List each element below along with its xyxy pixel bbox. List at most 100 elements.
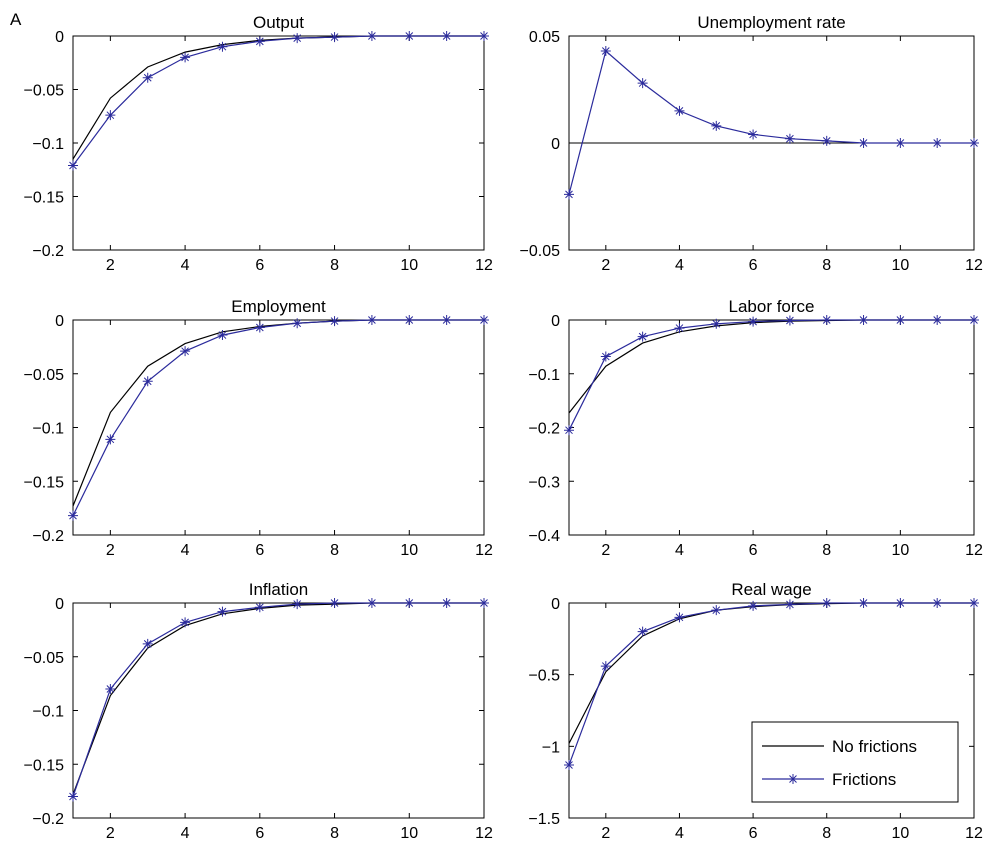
- y-tick-label: −0.2: [32, 811, 64, 828]
- y-tick-label: −1: [542, 739, 560, 756]
- x-tick-label: 6: [255, 257, 264, 274]
- data-point-frictions: [858, 598, 869, 608]
- x-tick-label: 6: [749, 257, 758, 274]
- data-point-frictions: [637, 626, 648, 637]
- subplot-title: Employment: [231, 297, 326, 316]
- x-tick-label: 4: [675, 257, 684, 274]
- data-point-frictions: [366, 31, 377, 41]
- subplot-4: Labor force 2 4 6 8 10 12 −0.4 −0.3 −0.2 −0.1 0: [528, 297, 983, 559]
- data-point-frictions: [969, 138, 979, 148]
- y-tick-label: 0: [551, 136, 560, 153]
- data-point-frictions: [217, 41, 228, 52]
- series-line-no-frictions: [72, 602, 484, 795]
- x-tick-label: 6: [749, 542, 758, 559]
- plot-frame: [72, 602, 485, 819]
- y-tick-label: −0.2: [528, 421, 560, 438]
- data-point-frictions: [254, 322, 265, 333]
- y-tick-label: −0.1: [32, 136, 64, 153]
- x-tick-label: 8: [330, 542, 339, 559]
- data-point-frictions: [784, 315, 795, 326]
- data-point-frictions: [292, 33, 303, 44]
- x-tick-label: 10: [891, 825, 909, 842]
- data-point-frictions: [366, 598, 377, 608]
- series-line-frictions: [72, 319, 484, 516]
- data-point-frictions: [969, 315, 979, 325]
- y-tick-label: −0.1: [32, 421, 64, 438]
- x-tick-label: 12: [965, 257, 983, 274]
- legend-box: [751, 721, 959, 803]
- data-point-frictions: [674, 323, 685, 334]
- series-line-frictions: [568, 319, 974, 431]
- subplot-title: Real wage: [731, 580, 811, 599]
- x-tick-label: 8: [822, 257, 831, 274]
- data-point-frictions: [441, 315, 452, 325]
- data-point-frictions: [479, 598, 489, 608]
- data-point-frictions: [674, 105, 685, 116]
- y-tick-label: 0: [551, 313, 560, 330]
- data-point-frictions: [600, 661, 611, 672]
- x-tick-label: 12: [475, 257, 493, 274]
- plot-frame: [568, 319, 975, 536]
- subplot-title: Unemployment rate: [697, 13, 845, 32]
- x-tick-label: 4: [675, 542, 684, 559]
- data-point-frictions: [895, 315, 906, 325]
- y-tick-label: −0.2: [32, 243, 64, 260]
- series-line-frictions: [72, 35, 484, 166]
- subplot-title: Inflation: [249, 580, 309, 599]
- figure-panel-label: A: [10, 10, 22, 29]
- subplot-1: Output 2 4 6 8 10 12 −0.2 −0.15 −0.1 −0.05 0: [24, 13, 493, 274]
- x-tick-label: 8: [822, 542, 831, 559]
- x-tick-label: 2: [106, 542, 115, 559]
- legend-label-no-frictions: No frictions: [832, 737, 917, 756]
- x-tick-label: 10: [400, 542, 418, 559]
- x-tick-label: 4: [181, 257, 190, 274]
- x-tick-label: 12: [475, 542, 493, 559]
- data-point-frictions: [329, 32, 340, 43]
- data-point-frictions: [105, 684, 116, 694]
- x-tick-label: 12: [965, 825, 983, 842]
- x-tick-label: 10: [891, 542, 909, 559]
- plot-frame: [568, 602, 975, 819]
- x-tick-label: 8: [330, 825, 339, 842]
- data-point-frictions: [180, 617, 191, 628]
- y-tick-label: −0.15: [24, 757, 65, 774]
- x-tick-label: 4: [675, 825, 684, 842]
- data-point-frictions: [68, 160, 78, 171]
- data-point-frictions: [932, 138, 943, 148]
- y-tick-label: 0: [55, 29, 64, 46]
- x-tick-label: 8: [822, 825, 831, 842]
- data-point-frictions: [821, 135, 832, 146]
- data-point-frictions: [711, 120, 722, 131]
- data-point-frictions: [711, 605, 722, 616]
- y-tick-label: −0.1: [528, 367, 560, 384]
- data-point-frictions: [600, 351, 611, 362]
- data-point-frictions: [637, 331, 648, 342]
- subplot-title: Labor force: [729, 297, 815, 316]
- x-tick-label: 6: [255, 825, 264, 842]
- data-point-frictions: [479, 315, 489, 325]
- data-point-frictions: [292, 318, 303, 329]
- y-tick-label: −0.15: [24, 474, 65, 491]
- data-point-frictions: [858, 138, 869, 148]
- x-tick-label: 10: [400, 825, 418, 842]
- data-point-frictions: [674, 612, 685, 623]
- y-tick-label: −0.2: [32, 528, 64, 545]
- y-tick-label: −0.05: [520, 243, 561, 260]
- y-tick-label: −0.3: [528, 474, 560, 491]
- data-point-frictions: [564, 759, 574, 770]
- x-tick-label: 2: [106, 825, 115, 842]
- data-point-frictions: [142, 376, 153, 387]
- data-point-frictions: [600, 45, 611, 56]
- data-point-frictions: [637, 78, 648, 89]
- data-point-frictions: [858, 315, 869, 325]
- y-tick-label: 0.05: [529, 29, 560, 46]
- x-tick-label: 6: [749, 825, 758, 842]
- y-tick-label: −0.05: [24, 650, 65, 667]
- x-tick-label: 4: [181, 542, 190, 559]
- y-tick-label: −0.15: [24, 190, 65, 207]
- data-point-frictions: [748, 600, 759, 611]
- data-point-frictions: [784, 599, 795, 610]
- data-point-frictions: [68, 791, 78, 802]
- data-point-frictions: [105, 434, 116, 445]
- y-tick-label: −0.5: [528, 668, 560, 685]
